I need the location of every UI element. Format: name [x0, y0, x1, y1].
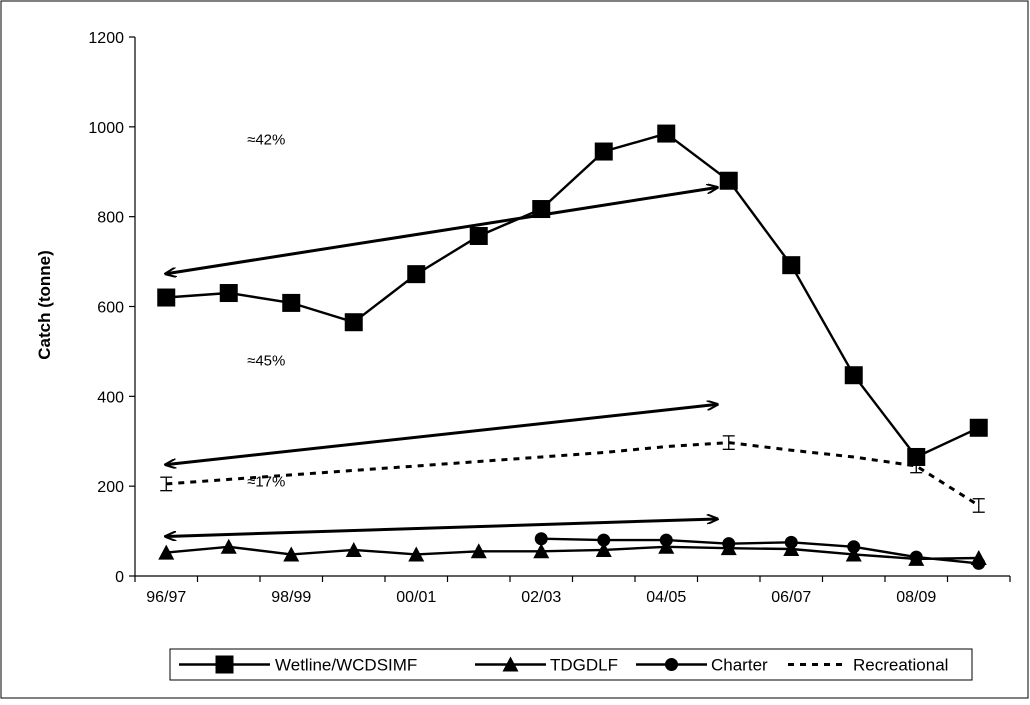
- x-tick-label: 02/03: [521, 589, 561, 606]
- y-axis-label: Catch (tonne): [35, 250, 54, 360]
- data-point-wetline-wcdsimf: [719, 171, 738, 190]
- plot-layer: 0 200 400 600 800 1000 1200 96/97 98/99 00/01 02/0…: [88, 30, 1011, 606]
- data-point-tdgdlf: [345, 541, 362, 557]
- data-point-wetline-wcdsimf: [157, 288, 176, 307]
- legend-label-charter: Charter: [711, 656, 768, 675]
- legend-label-tdgdlf: TDGDLF: [550, 656, 618, 675]
- series-line-recreational: [166, 441, 980, 507]
- data-point-tdgdlf: [595, 541, 612, 557]
- legend: Wetline/WCDSIMF TDGDLF Charter Recreational: [169, 648, 973, 681]
- x-tick-label: 08/09: [896, 589, 936, 606]
- data-point-tdgdlf: [470, 543, 487, 559]
- annotation-arrow: [166, 404, 717, 464]
- data-point-wetline-wcdsimf: [594, 142, 613, 161]
- y-tick-label: 600: [97, 300, 124, 317]
- annotation-label: ≈17%: [247, 473, 285, 490]
- annotation-label: ≈42%: [247, 132, 285, 149]
- x-tick-label: 04/05: [646, 589, 686, 606]
- data-point-tdgdlf: [220, 538, 237, 554]
- data-point-charter: [909, 550, 923, 564]
- x-tick-label: 96/97: [146, 589, 186, 606]
- data-point-wetline-wcdsimf: [782, 256, 801, 275]
- data-point-wetline-wcdsimf: [282, 293, 301, 312]
- legend-marker-wetline-wcdsimf: [215, 655, 234, 674]
- legend-label-wetline-wcdsimf: Wetline/WCDSIMF: [275, 656, 417, 675]
- data-point-charter: [847, 540, 861, 554]
- data-point-tdgdlf: [845, 546, 862, 562]
- data-point-tdgdlf: [158, 544, 175, 560]
- data-point-charter: [659, 533, 673, 547]
- annotation-arrow: [166, 187, 717, 273]
- data-point-wetline-wcdsimf: [469, 226, 488, 245]
- y-tick-label: 400: [97, 389, 124, 406]
- y-tick-label: 1200: [88, 30, 124, 47]
- data-point-charter: [972, 556, 986, 570]
- data-point-charter: [534, 532, 548, 546]
- series-line-tdgdlf: [166, 545, 979, 561]
- data-point-charter: [722, 537, 736, 551]
- y-tick-label: 0: [115, 569, 124, 586]
- data-point-tdgdlf: [533, 543, 550, 559]
- y-tick-label: 200: [97, 479, 124, 496]
- annotation-arrow: [166, 519, 717, 537]
- legend-label-recreational: Recreational: [853, 656, 948, 675]
- annotation-label: ≈45%: [247, 352, 285, 369]
- data-point-wetline-wcdsimf: [219, 284, 238, 303]
- y-tick-label: 800: [97, 210, 124, 227]
- legend-marker-charter: [665, 658, 678, 671]
- data-point-tdgdlf: [408, 546, 425, 562]
- data-point-charter: [784, 535, 798, 549]
- x-tick-label: 06/07: [771, 589, 811, 606]
- data-point-wetline-wcdsimf: [907, 447, 926, 466]
- data-point-wetline-wcdsimf: [407, 265, 426, 284]
- data-point-tdgdlf: [283, 546, 300, 562]
- data-point-charter: [597, 533, 611, 547]
- y-tick-label: 1000: [88, 120, 124, 137]
- legend-marker-tdgdlf: [502, 656, 519, 672]
- data-point-wetline-wcdsimf: [844, 366, 863, 385]
- x-tick-label: 98/99: [271, 589, 311, 606]
- x-tick-label: 00/01: [396, 589, 436, 606]
- data-point-wetline-wcdsimf: [657, 124, 676, 143]
- series-line-wetline-wcdsimf: [166, 132, 980, 459]
- data-point-wetline-wcdsimf: [969, 418, 988, 437]
- data-point-wetline-wcdsimf: [344, 313, 363, 332]
